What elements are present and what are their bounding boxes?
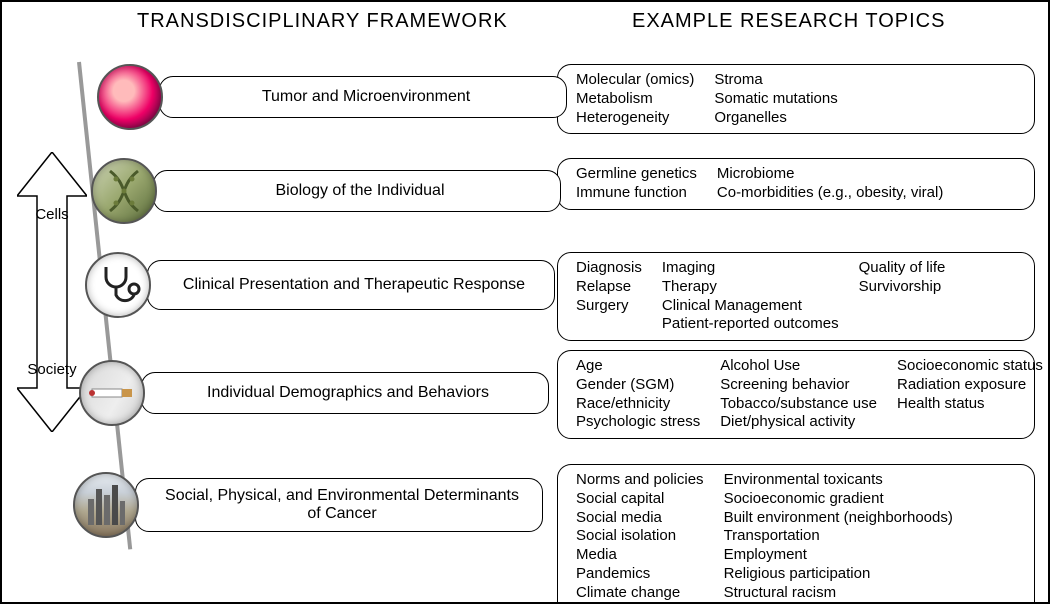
dna-icon (91, 158, 157, 224)
framework-row: Individual Demographics and Behaviors (79, 360, 549, 426)
topic-item: Media (576, 546, 704, 565)
topic-item: Religious participation (724, 565, 953, 584)
topic-column: Norms and policiesSocial capitalSocial m… (576, 471, 704, 604)
topic-item: Social media (576, 509, 704, 528)
topic-columns: AgeGender (SGM)Race/ethnicityPsychologic… (576, 357, 1020, 432)
topic-columns: Molecular (omics)MetabolismHeterogeneity… (576, 71, 1020, 127)
topic-item: Co-morbidities (e.g., obesity, viral) (717, 184, 943, 203)
topic-item: Age (576, 357, 700, 376)
topic-column: StromaSomatic mutationsOrganelles (714, 71, 837, 127)
topic-item: Radiation exposure (897, 376, 1043, 395)
topics-box: Norms and policiesSocial capitalSocial m… (557, 464, 1035, 604)
topic-item: Metabolism (576, 90, 694, 109)
cityscape-icon (73, 472, 139, 538)
framework-row: Biology of the Individual (91, 158, 561, 224)
topic-item: Pandemics (576, 565, 704, 584)
cells-society-arrow: Cells Society (17, 152, 87, 432)
topic-item: Heterogeneity (576, 109, 694, 128)
topic-column: Socioeconomic statusRadiation exposureHe… (897, 357, 1043, 432)
topic-item: Transportation (724, 527, 953, 546)
topic-column: MicrobiomeCo-morbidities (e.g., obesity,… (717, 165, 943, 203)
topics-box: Germline geneticsImmune function Microbio… (557, 158, 1035, 210)
topic-item: Employment (724, 546, 953, 565)
topic-item: Tobacco/substance use (720, 395, 877, 414)
arrow-bottom-label: Society (17, 361, 87, 378)
topic-item: Immune function (576, 184, 697, 203)
framework-label: Individual Demographics and Behaviors (141, 372, 549, 414)
topic-item: Quality of life (859, 259, 946, 278)
framework-label: Clinical Presentation and Therapeutic Re… (147, 260, 555, 310)
topic-column: Quality of lifeSurvivorship (859, 259, 946, 334)
topic-item: Social isolation (576, 527, 704, 546)
topic-item: Clinical Management (662, 297, 839, 316)
topic-item: Survivorship (859, 278, 946, 297)
topic-item: Somatic mutations (714, 90, 837, 109)
topics-box: AgeGender (SGM)Race/ethnicityPsychologic… (557, 350, 1035, 439)
topic-columns: DiagnosisRelapseSurgery ImagingTherapyCli… (576, 259, 1020, 334)
topic-item: Diagnosis (576, 259, 642, 278)
topics-box: Molecular (omics)MetabolismHeterogeneity… (557, 64, 1035, 134)
cigarette-icon (79, 360, 145, 426)
framework-label: Tumor and Microenvironment (159, 76, 567, 118)
topic-column: Germline geneticsImmune function (576, 165, 697, 203)
topic-item: Imaging (662, 259, 839, 278)
topics-box: DiagnosisRelapseSurgery ImagingTherapyCli… (557, 252, 1035, 341)
topic-item: Norms and policies (576, 471, 704, 490)
framework-label: Biology of the Individual (153, 170, 561, 212)
topic-columns: Germline geneticsImmune function Microbio… (576, 165, 1020, 203)
framework-row: Clinical Presentation and Therapeutic Re… (85, 252, 555, 318)
topic-item: Environmental toxicants (724, 471, 953, 490)
topic-item: Gender (SGM) (576, 376, 700, 395)
topic-item: Germline genetics (576, 165, 697, 184)
topic-item: Relapse (576, 278, 642, 297)
stethoscope-icon (85, 252, 151, 318)
topic-column: AgeGender (SGM)Race/ethnicityPsychologic… (576, 357, 700, 432)
topic-item: Microbiome (717, 165, 943, 184)
heading-topics: EXAMPLE RESEARCH TOPICS (632, 10, 945, 33)
topic-item: Alcohol Use (720, 357, 877, 376)
topic-column: Alcohol UseScreening behaviorTobacco/sub… (720, 357, 877, 432)
topic-item: Race/ethnicity (576, 395, 700, 414)
topic-columns: Norms and policiesSocial capitalSocial m… (576, 471, 1020, 604)
topic-item: Psychologic stress (576, 413, 700, 432)
figure-canvas: TRANSDISCIPLINARY FRAMEWORK EXAMPLE RESE… (0, 0, 1050, 604)
topic-item: Structural racism (724, 584, 953, 603)
topic-column: ImagingTherapyClinical ManagementPatient… (662, 259, 839, 334)
topic-item: Social capital (576, 490, 704, 509)
topic-item: Molecular (omics) (576, 71, 694, 90)
topic-item: Built environment (neighborhoods) (724, 509, 953, 528)
topic-item: Patient-reported outcomes (662, 315, 839, 334)
topic-item: Diet/physical activity (720, 413, 877, 432)
topic-item: Therapy (662, 278, 839, 297)
arrow-top-label: Cells (17, 206, 87, 223)
topic-item: Health status (897, 395, 1043, 414)
tumor-icon (97, 64, 163, 130)
framework-row: Social, Physical, and Environmental Dete… (73, 472, 543, 538)
topic-item: Surgery (576, 297, 642, 316)
framework-label: Social, Physical, and Environmental Dete… (135, 478, 543, 532)
topic-item: Climate change (576, 584, 704, 603)
topic-item: Screening behavior (720, 376, 877, 395)
topic-item: Stroma (714, 71, 837, 90)
topic-column: DiagnosisRelapseSurgery (576, 259, 642, 334)
topic-item: Socioeconomic gradient (724, 490, 953, 509)
heading-framework: TRANSDISCIPLINARY FRAMEWORK (137, 10, 508, 33)
topic-column: Environmental toxicantsSocioeconomic gra… (724, 471, 953, 604)
topic-item: Organelles (714, 109, 837, 128)
framework-row: Tumor and Microenvironment (97, 64, 567, 130)
topic-item: Socioeconomic status (897, 357, 1043, 376)
topic-column: Molecular (omics)MetabolismHeterogeneity (576, 71, 694, 127)
